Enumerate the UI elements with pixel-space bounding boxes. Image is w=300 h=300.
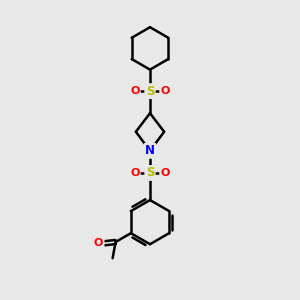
Text: S: S	[146, 167, 154, 179]
Text: O: O	[130, 86, 140, 96]
Text: O: O	[130, 168, 140, 178]
Text: O: O	[160, 86, 170, 96]
Text: O: O	[160, 168, 170, 178]
Text: S: S	[146, 85, 154, 98]
Text: O: O	[94, 238, 103, 248]
Text: N: N	[145, 144, 155, 158]
